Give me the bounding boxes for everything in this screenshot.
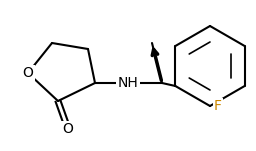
Text: F: F	[214, 99, 222, 113]
Text: O: O	[62, 122, 73, 136]
Text: NH: NH	[118, 76, 138, 90]
Text: O: O	[23, 66, 34, 80]
